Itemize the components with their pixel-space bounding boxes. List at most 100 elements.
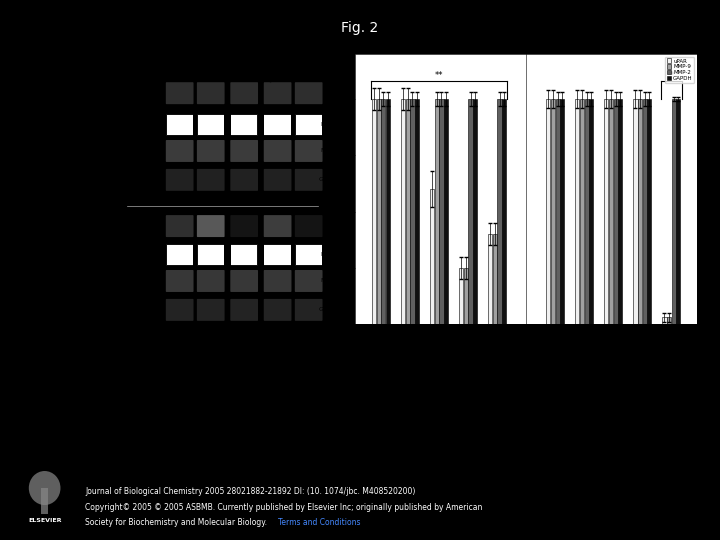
Bar — [415, 99, 419, 324]
Bar — [197, 244, 225, 266]
Text: Terms and Conditions: Terms and Conditions — [278, 518, 361, 528]
FancyBboxPatch shape — [264, 140, 292, 162]
Bar — [264, 244, 291, 266]
Text: RNA pol II (CMV): RNA pol II (CMV) — [588, 369, 639, 374]
Bar — [166, 114, 193, 136]
Bar — [502, 99, 506, 324]
Bar — [197, 245, 224, 265]
Text: pMMP-9: pMMP-9 — [264, 56, 292, 83]
Bar — [560, 99, 564, 324]
Bar — [585, 99, 589, 324]
Bar — [377, 99, 381, 324]
Text: C: C — [177, 56, 182, 65]
Text: GAPDH: GAPDH — [318, 307, 341, 312]
Bar — [295, 244, 323, 266]
FancyBboxPatch shape — [197, 299, 225, 321]
Bar — [459, 268, 463, 324]
Text: **: ** — [435, 71, 444, 80]
FancyBboxPatch shape — [166, 169, 194, 191]
Text: puPAR: puPAR — [233, 56, 256, 79]
Bar — [498, 99, 502, 324]
FancyBboxPatch shape — [264, 215, 292, 237]
FancyBboxPatch shape — [230, 169, 258, 191]
Bar — [634, 99, 637, 324]
Bar — [638, 99, 642, 324]
Bar — [647, 99, 652, 324]
Text: A: A — [107, 50, 115, 60]
Bar — [604, 99, 608, 324]
Bar — [410, 99, 415, 324]
FancyBboxPatch shape — [166, 140, 194, 162]
Bar — [166, 115, 193, 135]
Text: Society for Biochemistry and Molecular Biology.: Society for Biochemistry and Molecular B… — [85, 518, 271, 528]
FancyBboxPatch shape — [264, 270, 292, 292]
Bar — [618, 99, 622, 324]
Text: uPAR: uPAR — [325, 224, 341, 228]
FancyBboxPatch shape — [294, 299, 323, 321]
Bar — [643, 99, 647, 324]
FancyBboxPatch shape — [264, 82, 292, 104]
Bar — [386, 99, 390, 324]
FancyBboxPatch shape — [264, 299, 292, 321]
Bar — [580, 99, 584, 324]
Bar — [662, 318, 667, 324]
Text: MMP-9: MMP-9 — [320, 253, 341, 258]
Bar — [295, 245, 322, 265]
Text: UI: UI — [119, 141, 124, 146]
Bar — [589, 99, 593, 324]
FancyBboxPatch shape — [230, 140, 258, 162]
Bar — [231, 245, 257, 265]
Y-axis label: Protein expression/positive control (%): Protein expression/positive control (%) — [326, 136, 331, 242]
Bar — [230, 114, 258, 136]
Bar — [676, 99, 680, 324]
Bar — [430, 189, 434, 324]
Bar — [401, 99, 405, 324]
FancyBboxPatch shape — [197, 140, 225, 162]
Text: uPAR: uPAR — [325, 91, 341, 96]
FancyBboxPatch shape — [294, 140, 323, 162]
Text: CMV: CMV — [119, 262, 124, 274]
Bar — [444, 99, 449, 324]
Bar — [469, 99, 472, 324]
Text: Copyright© 2005 © 2005 ASBMB. Currently published by Elsevier Inc; originally pu: Copyright© 2005 © 2005 ASBMB. Currently … — [85, 503, 482, 512]
FancyBboxPatch shape — [230, 270, 258, 292]
Bar — [575, 99, 580, 324]
Bar — [230, 244, 258, 266]
FancyBboxPatch shape — [294, 270, 323, 292]
Text: RNA pol II (UI): RNA pol II (UI) — [418, 369, 461, 374]
Bar — [464, 268, 468, 324]
FancyBboxPatch shape — [230, 215, 258, 237]
Bar — [372, 99, 377, 324]
Bar — [382, 99, 385, 324]
Bar — [405, 99, 410, 324]
FancyBboxPatch shape — [294, 215, 323, 237]
FancyBboxPatch shape — [230, 82, 258, 104]
Text: RNA pol II: RNA pol II — [112, 254, 117, 281]
Ellipse shape — [29, 471, 60, 505]
Text: MMP-2: MMP-2 — [320, 279, 341, 284]
FancyBboxPatch shape — [230, 299, 258, 321]
Bar — [488, 234, 492, 324]
FancyBboxPatch shape — [197, 270, 225, 292]
Text: SY: SY — [206, 56, 215, 65]
Bar — [667, 318, 671, 324]
Bar — [264, 115, 291, 135]
Bar — [264, 114, 291, 136]
Bar — [295, 114, 323, 136]
Bar — [295, 115, 322, 135]
Bar — [166, 244, 193, 266]
Text: RNA pol II: RNA pol II — [112, 130, 117, 157]
Bar — [231, 115, 257, 135]
FancyBboxPatch shape — [197, 215, 225, 237]
Bar — [613, 99, 618, 324]
FancyBboxPatch shape — [166, 82, 194, 104]
Bar — [435, 99, 439, 324]
FancyBboxPatch shape — [197, 169, 225, 191]
FancyBboxPatch shape — [197, 82, 225, 104]
Text: MMP-2: MMP-2 — [320, 148, 341, 153]
Text: Journal of Biological Chemistry 2005 28021882-21892 DI: (10. 1074/jbc. M40852020: Journal of Biological Chemistry 2005 280… — [85, 487, 415, 496]
Bar — [166, 245, 193, 265]
Bar — [197, 115, 224, 135]
Text: *: * — [670, 71, 673, 80]
Text: Fig. 2: Fig. 2 — [341, 21, 379, 35]
